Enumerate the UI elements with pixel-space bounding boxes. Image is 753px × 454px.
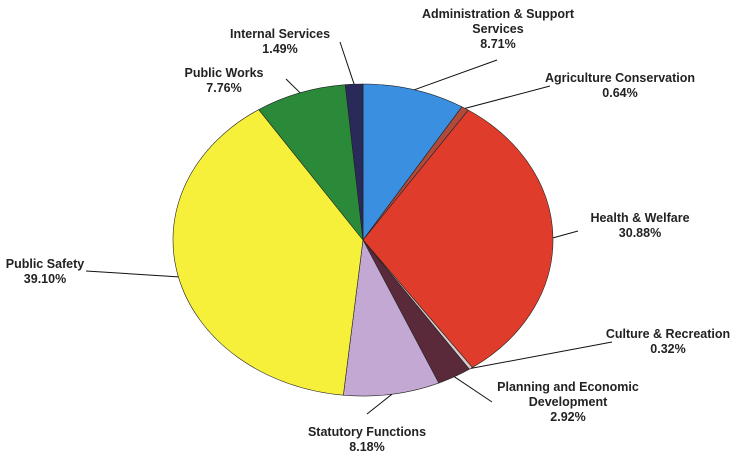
slice-name-label: Public Safety <box>6 257 85 271</box>
leader-line <box>285 78 301 94</box>
leader-line <box>552 230 579 239</box>
slice-value-label: 39.10% <box>24 272 66 286</box>
slice-name-label: Statutory Functions <box>308 425 426 439</box>
slice-name-label: Development <box>529 395 608 409</box>
leader-line <box>366 393 393 415</box>
slice-value-label: 7.76% <box>206 81 241 95</box>
leader-line <box>454 376 493 403</box>
slice-name-label: Culture & Recreation <box>606 327 730 341</box>
slice-name-label: Public Works <box>185 66 264 80</box>
leader-line <box>470 341 613 369</box>
slice-value-label: 8.71% <box>480 37 515 51</box>
slice-value-label: 30.88% <box>619 226 661 240</box>
slice-value-label: 0.32% <box>650 342 685 356</box>
slice-name-label: Agriculture Conservation <box>545 71 695 85</box>
slice-name-label: Administration & Support <box>422 7 575 21</box>
slice-name-label: Services <box>472 22 523 36</box>
leader-line <box>339 41 355 85</box>
slice-name-label: Health & Welfare <box>590 211 689 225</box>
pie-slices <box>172 83 554 397</box>
leader-lines <box>85 41 613 415</box>
pie-slice-statutory-functions <box>343 239 440 397</box>
slice-value-label: 1.49% <box>262 42 297 56</box>
slice-value-label: 8.18% <box>349 440 384 454</box>
slice-value-label: 2.92% <box>550 410 585 424</box>
leader-line <box>414 59 498 91</box>
slice-name-label: Internal Services <box>230 27 330 41</box>
pie-slice-public-works <box>258 84 364 242</box>
pie-slice-health-welfare <box>362 109 554 368</box>
leader-line <box>85 270 179 278</box>
slice-value-label: 0.64% <box>602 86 637 100</box>
leader-line <box>464 85 551 109</box>
slice-name-label: Planning and Economic <box>497 380 639 394</box>
